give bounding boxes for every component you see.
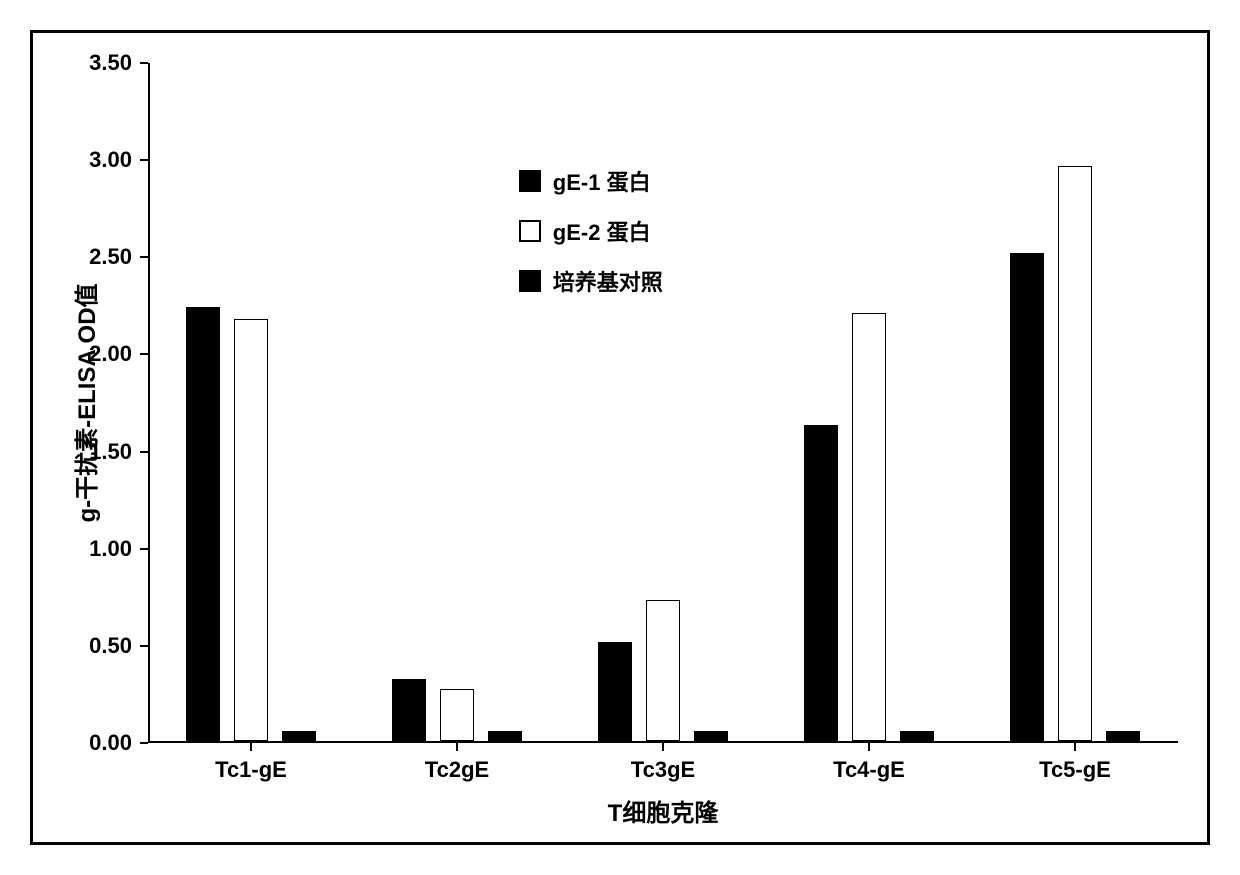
legend-item: gE-2 蛋白 (519, 215, 663, 247)
x-tick-label: Tc4-gE (833, 757, 905, 783)
x-tick-label: Tc1-gE (215, 757, 287, 783)
y-tick (140, 645, 148, 647)
x-tick (662, 743, 664, 751)
x-tick (456, 743, 458, 751)
bar (440, 689, 474, 741)
legend-swatch (519, 220, 541, 242)
y-tick (140, 256, 148, 258)
x-axis-label: T细胞克隆 (608, 793, 719, 828)
y-tick (140, 62, 148, 64)
bar (694, 731, 728, 741)
x-tick (868, 743, 870, 751)
x-tick (1074, 743, 1076, 751)
y-tick-label: 1.00 (89, 536, 132, 562)
bar (392, 679, 426, 741)
bar (804, 425, 838, 741)
x-tick-label: Tc5-gE (1039, 757, 1111, 783)
bar (1058, 166, 1092, 741)
legend-label: gE-1 蛋白 (553, 165, 651, 197)
y-tick (140, 742, 148, 744)
bar (186, 307, 220, 741)
y-tick-label: 0.50 (89, 633, 132, 659)
bar (234, 319, 268, 741)
y-tick-label: 3.00 (89, 147, 132, 173)
legend: gE-1 蛋白 gE-2 蛋白培养基对照 (519, 165, 663, 315)
bar (1106, 731, 1140, 741)
plot-area: gE-1 蛋白gE-2 蛋白培养基对照 0.000.501.001.502.00… (148, 63, 1178, 743)
y-tick-label: 2.50 (89, 244, 132, 270)
bar (1010, 253, 1044, 741)
x-tick (250, 743, 252, 751)
legend-label: gE-2 蛋白 (553, 215, 651, 247)
x-tick-label: Tc2gE (425, 757, 489, 783)
legend-item: 培养基对照 (519, 265, 663, 297)
y-tick-label: 0.00 (89, 730, 132, 756)
legend-label: 培养基对照 (553, 265, 663, 297)
bar (598, 642, 632, 741)
bar (646, 600, 680, 741)
y-tick (140, 353, 148, 355)
bar (852, 313, 886, 741)
y-tick (140, 159, 148, 161)
y-tick (140, 451, 148, 453)
y-axis-label: g-干扰素-ELISA OD值 (67, 283, 102, 522)
chart-frame: gE-1 蛋白gE-2 蛋白培养基对照 0.000.501.001.502.00… (30, 30, 1210, 845)
y-tick-label: 3.50 (89, 50, 132, 76)
legend-item: gE-1 蛋白 (519, 165, 663, 197)
bar (488, 731, 522, 741)
bar (282, 731, 316, 741)
y-tick (140, 548, 148, 550)
bars-container (148, 63, 1178, 741)
bar (900, 731, 934, 741)
x-tick-label: Tc3gE (631, 757, 695, 783)
legend-swatch (519, 270, 541, 292)
legend-swatch (519, 170, 541, 192)
